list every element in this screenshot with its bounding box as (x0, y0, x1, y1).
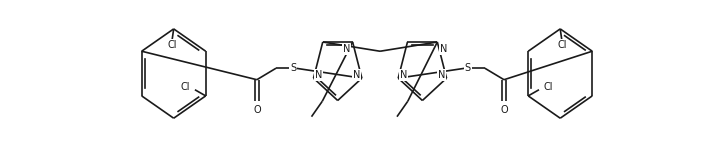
Text: N: N (437, 70, 445, 80)
Text: Cl: Cl (168, 40, 177, 50)
Text: S: S (465, 63, 471, 73)
Text: N: N (315, 70, 322, 80)
Text: N: N (400, 70, 407, 80)
Text: N: N (440, 44, 447, 54)
Text: N: N (343, 44, 350, 54)
Text: N: N (353, 70, 360, 80)
Text: Cl: Cl (543, 82, 553, 92)
Text: O: O (500, 105, 508, 115)
Text: Cl: Cl (557, 40, 566, 50)
Text: S: S (290, 63, 296, 73)
Text: Cl: Cl (180, 82, 190, 92)
Text: O: O (253, 105, 261, 115)
